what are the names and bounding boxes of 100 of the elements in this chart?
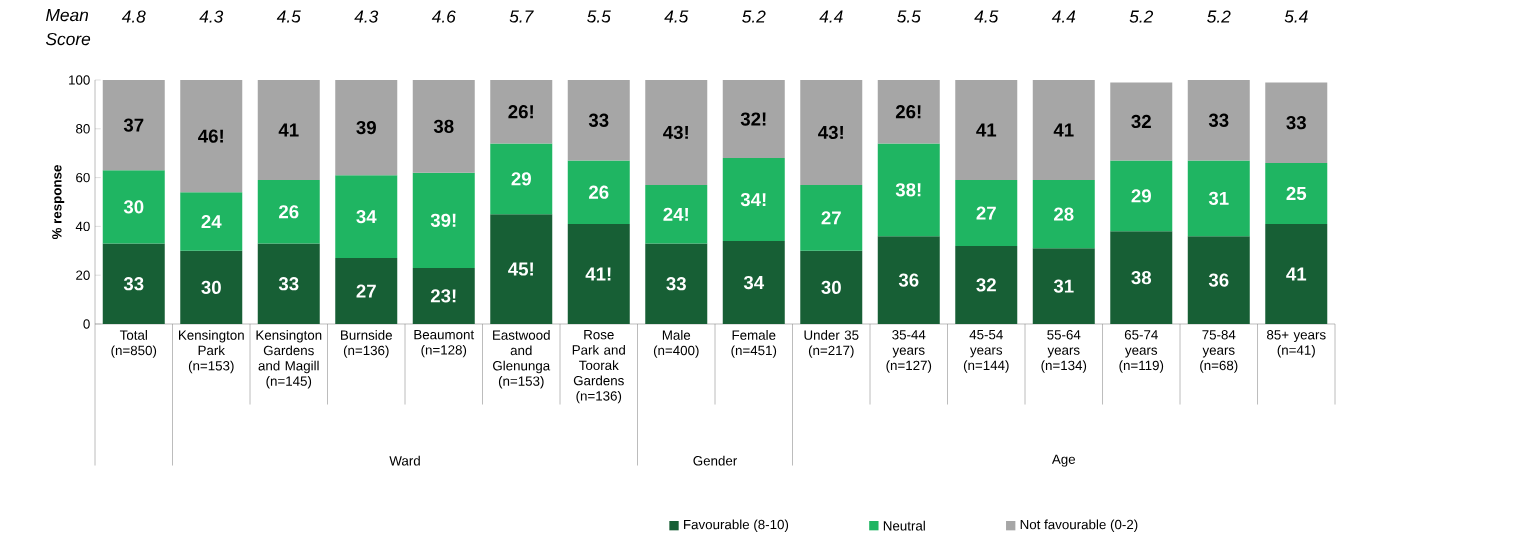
legend-label: Not favourable (0-2) [1020,519,1138,532]
x-tick-label: 65-74 years (n=119) [1119,330,1164,373]
data-label: 37 [123,118,144,132]
data-label: 23! [430,289,456,303]
text: 5.2 [1129,10,1154,23]
bar [567,80,630,161]
data-label: 34 [743,275,765,290]
bar [567,160,630,224]
bar [490,143,553,215]
y-tick-label: 20 [76,270,90,280]
bar [1187,80,1250,161]
bar [1032,248,1095,324]
data-label: 36 [898,273,919,287]
data-label: 24! [663,207,688,221]
text: 4.6 [431,10,456,23]
data-label: 26! [508,105,533,119]
x-tick-label: Female (n=451) [731,330,777,358]
data-label: 39! [430,213,456,227]
x-tick-label: 85+ years (n=41) [1267,330,1326,358]
text: 5.5 [587,10,611,23]
bar [490,214,553,324]
text: Age [1051,454,1076,467]
data-label: 30 [821,280,841,295]
bar [800,80,863,185]
x-tick-label: 55-64 years (n=134) [1041,330,1087,373]
data-label: 45! [508,262,533,276]
data-label: 26 [589,185,609,199]
x-tick-label: Male (n=400) [653,330,699,358]
text: 4.5 [276,10,301,23]
data-label: 33 [123,277,144,291]
text: 4.3 [354,10,379,23]
bar [257,243,320,324]
bar [1110,82,1173,161]
bar [335,80,398,176]
data-label: 27 [976,206,996,220]
text: 4.4 [819,10,843,23]
bar [180,80,243,193]
y-tick-label: 60 [76,172,90,183]
data-label: 41 [976,123,997,137]
data-label: 36 [1208,273,1229,287]
data-label: 41 [1286,267,1307,281]
data-label: 38 [433,119,454,133]
bar [1032,180,1095,249]
x-tick-label: Total (n=850) [111,330,157,358]
data-label: 29 [511,172,531,186]
bar [955,245,1018,324]
bar [1110,160,1173,232]
bar [645,80,708,185]
data-label: 32! [740,112,766,126]
bar [877,143,940,237]
data-label: 33 [1286,116,1306,130]
bar [955,80,1018,181]
bar [1265,162,1328,224]
bar [722,80,785,159]
bar [877,236,940,324]
x-tick-label: 35-44 years (n=127) [886,330,932,373]
text: 5.7 [509,10,534,23]
bar [877,80,940,144]
data-label: 25 [1286,186,1307,201]
data-label: 29 [1131,189,1151,203]
bar [800,250,863,324]
data-label: 41 [1053,123,1074,137]
bar [412,267,475,324]
x-tick-label: Burnside (n=136) [341,330,392,358]
bar [1265,223,1328,324]
data-label: 34 [356,210,377,224]
data-label: 41! [585,267,611,281]
data-label: 33 [1208,113,1229,127]
data-label: 27 [356,284,376,298]
text: Gender [693,455,738,466]
data-label: 33 [666,277,686,291]
x-tick-label: 45-54 years (n=144) [963,330,1009,373]
data-label: 34! [740,192,766,207]
bar [257,180,320,244]
bar [567,223,630,324]
text: Ward [389,455,420,466]
bar [722,158,785,242]
bar [722,241,785,324]
data-label: 31 [1053,279,1074,293]
bar [335,258,398,324]
x-tick-label: Kensington Park (n=153) [179,330,244,374]
bar [1187,160,1250,237]
data-label: 26 [279,205,299,219]
text: 5.5 [897,10,921,23]
bar [1110,231,1173,324]
data-label: 31 [1208,191,1229,205]
data-label: 46! [198,129,223,143]
data-label: 32 [976,278,996,292]
bar [955,180,1018,246]
bar [490,80,553,144]
y-tick-label: 0 [83,319,90,329]
x-tick-label: Kensington Gardens and Magill (n=145) [256,330,322,389]
text: 5.2 [1207,10,1231,23]
text: 5.2 [742,10,766,23]
data-label: 26! [895,105,921,119]
bar [1187,236,1250,324]
x-tick-label: Under 35 (n=217) [804,330,859,358]
data-label: 30 [123,200,144,214]
bar [645,184,708,244]
y-tick-label: 80 [76,124,90,134]
